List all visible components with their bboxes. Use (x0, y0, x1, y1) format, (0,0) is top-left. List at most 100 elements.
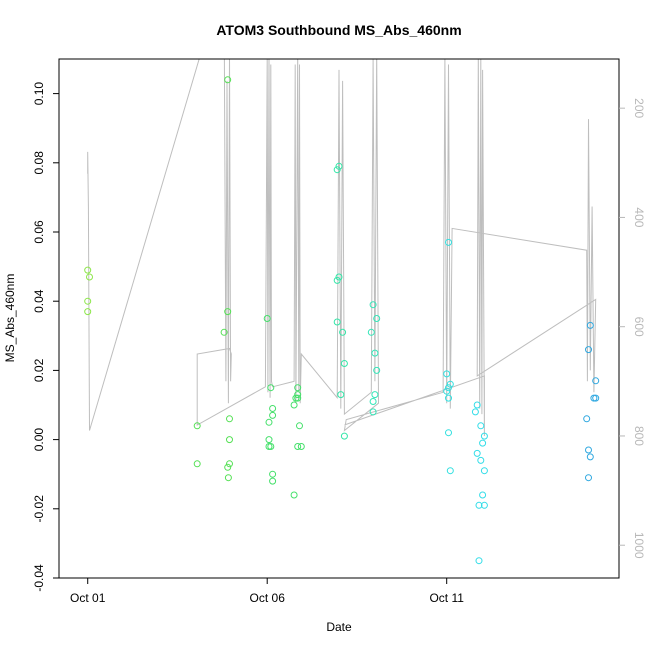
data-point (333, 276, 341, 284)
data-point (263, 315, 271, 322)
data-point (585, 346, 592, 354)
x-axis-label: Date (326, 620, 352, 634)
data-point (224, 474, 232, 482)
data-point (445, 394, 452, 402)
data-point (84, 266, 92, 274)
data-point (443, 370, 451, 378)
axes-layer: -0.04 -0.02 0.00 0.02 0.04 0.06 0.08 0.10 Oct 01… (32, 58, 646, 605)
right-y-tick-label: 600 (632, 317, 646, 337)
data-point (445, 238, 452, 246)
data-point (369, 398, 377, 405)
data-point (373, 315, 381, 322)
y-axis-label: MS_Abs_460nm (3, 274, 17, 363)
data-point (473, 401, 481, 409)
data-point (296, 422, 303, 430)
data-point (480, 432, 488, 440)
data-point (265, 418, 273, 426)
data-point (220, 328, 228, 336)
data-point (269, 405, 277, 412)
x-tick-label: Oct 11 (429, 591, 464, 605)
data-point (193, 422, 201, 430)
data-point (479, 491, 487, 499)
data-point (585, 446, 592, 454)
right-y-tick-label: 200 (632, 98, 646, 118)
points-layer (84, 76, 600, 565)
y-tick-label: -0.04 (32, 564, 46, 592)
right-y-tick-label: 400 (632, 207, 646, 227)
data-point (224, 463, 232, 471)
data-point (373, 366, 381, 374)
data-point (226, 460, 233, 468)
data-point (585, 474, 592, 482)
data-point (340, 432, 348, 440)
data-point (592, 394, 600, 402)
y-tick-label: 0.00 (32, 428, 46, 452)
data-point (369, 408, 377, 416)
data-point (294, 443, 302, 450)
data-point (592, 377, 600, 385)
x-tick-label: Oct 06 (250, 591, 286, 605)
data-point (446, 467, 454, 475)
y-tick-label: 0.02 (32, 358, 46, 382)
data-point (445, 384, 452, 392)
data-point (477, 422, 485, 430)
data-point (226, 436, 233, 444)
y-tick-label: -0.02 (32, 495, 46, 523)
data-point (337, 391, 345, 399)
data-point (84, 297, 92, 305)
y-tick-label: 0.08 (32, 151, 46, 175)
data-point (445, 429, 452, 437)
data-point (475, 557, 483, 565)
data-point (333, 166, 341, 174)
plot-frame (58, 58, 620, 579)
data-point (369, 301, 377, 309)
right-y-tick-label: 800 (632, 426, 646, 446)
data-point (84, 308, 92, 316)
data-point (269, 470, 277, 478)
data-point (371, 349, 379, 357)
y-tick-label: 0.10 (32, 82, 46, 106)
data-point (265, 436, 273, 444)
data-point (471, 408, 479, 416)
data-point (226, 415, 233, 423)
data-point (267, 384, 275, 392)
chart-title: ATOM3 Southbound MS_Abs_460nm (216, 22, 461, 38)
data-point (267, 443, 275, 450)
x-tick-label: Oct 01 (70, 591, 106, 605)
data-point (477, 456, 485, 464)
data-point (290, 401, 298, 409)
data-point (446, 380, 454, 388)
data-point (367, 328, 375, 336)
data-point (480, 467, 488, 475)
data-point (586, 453, 594, 461)
depth-trace-layer (87, 59, 597, 437)
y-tick-label: 0.06 (32, 220, 46, 244)
data-point (86, 273, 93, 281)
y-tick-label: 0.04 (32, 289, 46, 313)
data-point (479, 439, 487, 447)
data-point (193, 460, 201, 468)
data-point (335, 162, 343, 170)
data-point (294, 391, 302, 399)
data-point (335, 273, 343, 281)
data-point (290, 491, 298, 499)
data-point (371, 391, 379, 399)
data-point (224, 308, 232, 316)
data-point (292, 394, 300, 402)
data-point (473, 449, 481, 457)
data-point (297, 443, 305, 450)
data-point (443, 387, 451, 395)
data-point (224, 76, 232, 84)
data-point (269, 477, 277, 485)
data-point (333, 318, 341, 326)
data-point (586, 321, 594, 329)
data-point (269, 411, 277, 419)
depth-trace-line (87, 59, 597, 437)
data-point (480, 501, 488, 509)
data-point (339, 328, 347, 336)
data-point (475, 501, 483, 509)
data-point (583, 415, 591, 423)
right-y-tick-label: 1000 (632, 532, 646, 559)
data-point (294, 384, 302, 392)
